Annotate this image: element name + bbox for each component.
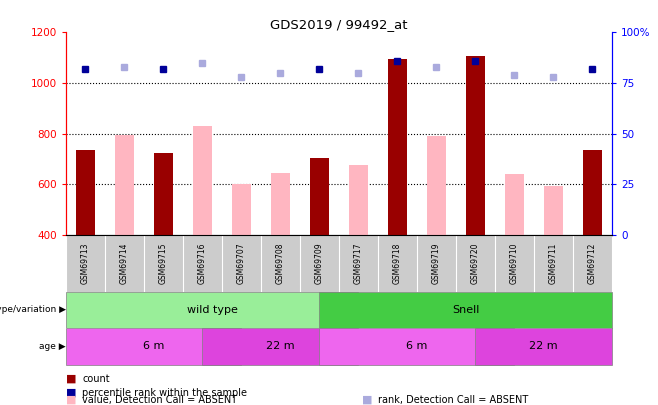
Title: GDS2019 / 99492_at: GDS2019 / 99492_at — [270, 18, 407, 31]
Text: GSM69716: GSM69716 — [198, 243, 207, 284]
Text: GSM69707: GSM69707 — [237, 243, 246, 284]
Text: GSM69718: GSM69718 — [393, 243, 402, 284]
Bar — [349, 165, 368, 235]
Bar — [232, 184, 251, 235]
Bar — [153, 153, 173, 235]
Text: wild type: wild type — [187, 305, 238, 315]
Text: GSM69712: GSM69712 — [588, 243, 597, 284]
Bar — [466, 56, 485, 235]
Bar — [475, 328, 612, 364]
Text: 6 m: 6 m — [143, 341, 164, 351]
Bar — [193, 126, 212, 235]
Text: 22 m: 22 m — [529, 341, 558, 351]
Text: ■: ■ — [66, 388, 76, 398]
Bar — [270, 173, 290, 235]
Text: ■: ■ — [362, 395, 372, 405]
Bar — [76, 150, 95, 235]
Text: GSM69714: GSM69714 — [120, 243, 129, 284]
Bar — [388, 59, 407, 235]
Text: ■: ■ — [66, 374, 76, 384]
Text: GSM69717: GSM69717 — [354, 243, 363, 284]
Text: GSM69720: GSM69720 — [471, 243, 480, 284]
Bar — [505, 174, 524, 235]
Bar — [114, 135, 134, 235]
Text: GSM69715: GSM69715 — [159, 243, 168, 284]
Bar — [426, 136, 446, 235]
Text: GSM69719: GSM69719 — [432, 243, 441, 284]
Text: genotype/variation ▶: genotype/variation ▶ — [0, 305, 66, 314]
Text: ■: ■ — [66, 395, 76, 405]
Text: value, Detection Call = ABSENT: value, Detection Call = ABSENT — [82, 395, 238, 405]
Text: count: count — [82, 374, 110, 384]
Bar — [203, 328, 359, 364]
Text: 6 m: 6 m — [406, 341, 428, 351]
Text: GSM69708: GSM69708 — [276, 243, 285, 284]
Text: rank, Detection Call = ABSENT: rank, Detection Call = ABSENT — [378, 395, 528, 405]
Bar — [319, 328, 515, 364]
Text: Snell: Snell — [452, 305, 479, 315]
Text: 22 m: 22 m — [266, 341, 295, 351]
Text: GSM69709: GSM69709 — [315, 243, 324, 284]
Bar — [319, 292, 612, 328]
Text: GSM69713: GSM69713 — [81, 243, 89, 284]
Bar — [66, 292, 359, 328]
Text: percentile rank within the sample: percentile rank within the sample — [82, 388, 247, 398]
Text: GSM69710: GSM69710 — [510, 243, 519, 284]
Bar — [583, 150, 602, 235]
Text: GSM69711: GSM69711 — [549, 243, 558, 284]
Text: age ▶: age ▶ — [39, 342, 66, 351]
Bar — [66, 328, 241, 364]
Bar — [310, 158, 329, 235]
Bar — [544, 185, 563, 235]
